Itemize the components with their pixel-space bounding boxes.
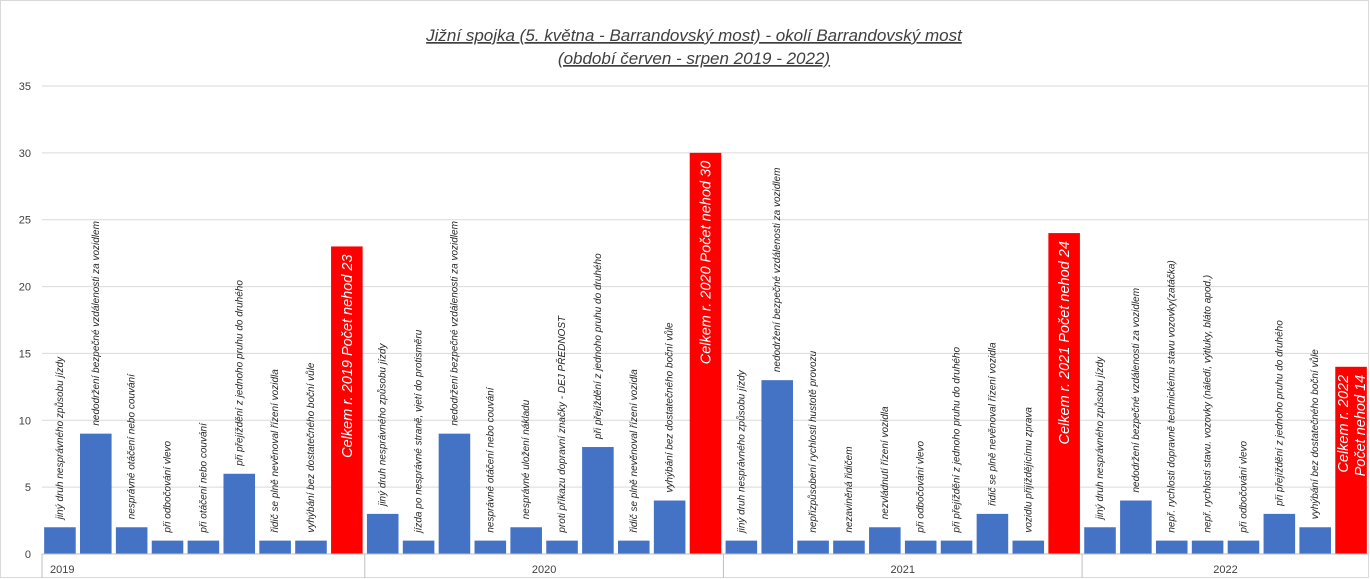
bar-label: proti příkazu dopravní značky - DEJ PŘED… [555,315,568,534]
bar-label: jiný druh nesprávného způsobu jízdy [1094,356,1106,521]
bar [833,540,865,554]
bar [617,540,650,554]
bar-label: jízda po nesprávné straně, vjetí do prot… [414,329,425,534]
total-bar [689,152,722,554]
bar [582,447,614,554]
bar-label: při odbočování vlevo [916,440,927,533]
bar [223,473,256,554]
bar-label: vozidlu přijíždějícímu zprava [1023,407,1034,533]
bar [1191,540,1224,554]
bar-label: nedodržení bezpečné vzdálenosti za vozid… [1131,288,1142,493]
y-axis-ticks: 0 5 10 15 20 25 30 35 [19,81,31,561]
bar-label: při přejíždění z jednoho pruhu do druhéh… [593,253,604,440]
bar-label: jiný druh nesprávného způsobu jízdy [377,343,389,508]
bar [474,540,507,554]
chart-title: Jižní spojka (5. května - Barrandovský m… [425,26,963,45]
bar-label: při přejíždění z jednoho pruhu do druhéh… [1274,320,1285,507]
bar-label: při přejíždění z jednoho pruhu do druhéh… [952,347,963,534]
bar-label: vyhýbání bez dostatečného boční vůle [664,322,676,493]
bar [1120,500,1152,554]
bar [1084,527,1116,554]
bar-label: jiný druh nesprávného způsobu jízdy [735,369,747,534]
total-bar-label: Celkem r. 2022Počet nehod 14 [1336,375,1369,477]
bar-label: při přejíždění z jednoho pruhu do druhéh… [234,280,245,467]
bar [1263,513,1296,554]
bar [797,540,829,554]
chart-subtitle: (období červen - srpen 2019 - 2022) [558,49,830,68]
bar [546,540,578,554]
bar-label: řidič se plně nevěnoval řízení vozidla [987,342,998,506]
bar-labels: jiný druh nesprávného způsobu jízdy nedod… [54,161,1369,535]
y-tick-label: 10 [19,415,31,427]
bar [151,540,184,554]
total-bar-label: Celkem r. 2020 Počet nehod 30 [699,161,715,364]
bar-label: při odbočování vlevo [1238,440,1249,533]
x-group-label: 2019 [50,564,74,576]
bar-label: řidič se plně nevěnoval řízení vozidla [270,369,281,533]
bar-label: řidič se plně nevěnoval řízení vozidla [629,369,640,533]
bar-label: nezaviněná řidičem [844,446,855,532]
bar [1227,540,1260,554]
bar-label: vyhýbání bez dostatečného boční vůle [305,362,317,533]
x-group-label: 2020 [532,564,556,576]
bar [115,527,148,554]
total-bar [331,246,363,554]
total-bar [1048,233,1080,555]
bar-label: vyhýbání bez dostatečného boční vůle [1309,349,1321,520]
total-bar-label: Celkem r. 2019 Počet nehod 23 [340,254,356,457]
bar [438,433,471,554]
y-tick-label: 35 [19,81,31,93]
bar [1155,540,1188,554]
y-tick-label: 20 [19,282,31,294]
bar [295,540,327,554]
total-bar-label: Celkem r. 2021 Počet nehod 24 [1057,241,1073,444]
y-tick-label: 25 [19,215,31,227]
bar-label: při otáčení nebo couvání [198,422,209,534]
y-tick-label: 0 [25,549,31,561]
bar [402,540,435,554]
bar-label: nesprávné otáčení nebo couvání [485,386,496,532]
bar [904,540,937,554]
bar [80,433,112,554]
y-tick-label: 30 [19,148,31,160]
bar [510,527,542,554]
bar-label: nedodržení bezpečné vzdálenosti za vozid… [91,221,102,426]
x-group-label: 2021 [891,564,915,576]
bar-label: nepř. rychlosti dopravně technickému sta… [1167,260,1178,532]
bar [725,540,758,554]
bar-label: jiný druh nesprávného způsobu jízdy [54,356,66,521]
bar-label: nepř. rychlosti stavu. vozovky (náledí, … [1203,275,1214,533]
bar [653,500,686,554]
bars [44,152,1367,555]
bar [976,513,1009,554]
x-group-label: 2022 [1213,564,1237,576]
bar [259,540,291,554]
bar-label: nedodržení bezpečné vzdálenosti za vozid… [449,221,460,426]
bar [869,527,901,554]
bar-label: nesprávné otáčení nebo couvání [127,373,138,519]
bar [366,513,399,554]
bar-label: při odbočování vlevo [163,440,174,533]
y-tick-label: 5 [25,482,31,494]
bar-label: nepřizpůsobení rychlosti hustotě provozu [807,350,819,532]
bar-label: nezvládnutí řízení vozidla [880,406,891,519]
bar [940,540,973,554]
y-tick-label: 15 [19,348,31,360]
total-bar [1335,366,1367,554]
bar [1012,540,1045,554]
bar [1299,527,1331,554]
bar [44,527,76,554]
bar-label: nesprávné uložení nákladu [521,399,532,519]
bar [187,540,220,554]
bar [761,380,794,554]
x-axis-groups: 2019 2020 2021 2022 [41,554,1238,578]
bar-label: nedodržení bezpečné vzdálenosti za vozid… [772,168,783,373]
